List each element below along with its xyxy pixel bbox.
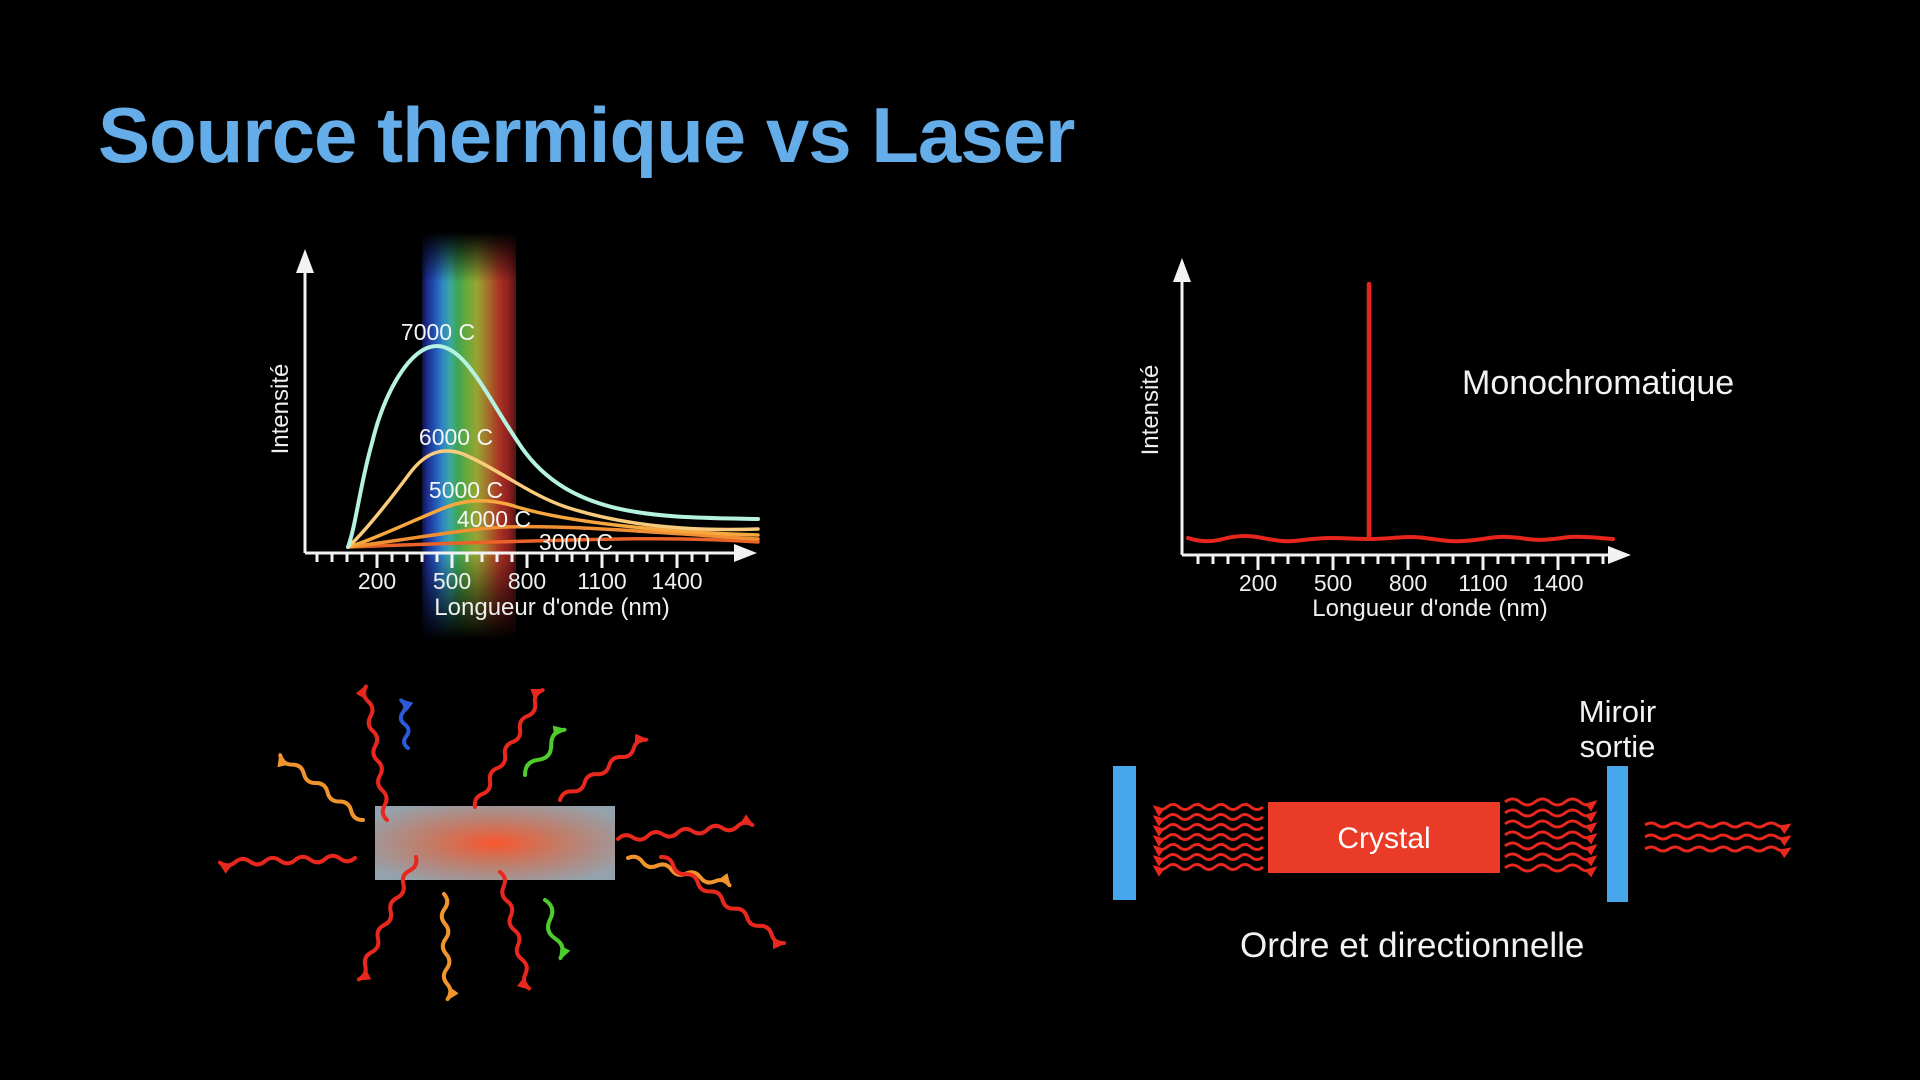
- thermal-axes: [296, 249, 757, 568]
- curve-label-5000: 5000 C: [429, 477, 503, 503]
- cavity-wave: [1152, 863, 1264, 877]
- thermal-wave-arrow-green-upright: [522, 725, 568, 777]
- thermal-wave-arrow-orange-upleft: [277, 752, 365, 823]
- cavity-waves-left: [1152, 803, 1264, 877]
- tick-800: 800: [508, 568, 546, 594]
- curve-label-6000: 6000 C: [419, 424, 493, 450]
- thermal-wave-arrow-red-left: [217, 853, 357, 874]
- tick-1100: 1100: [577, 568, 626, 594]
- laser-spectrum-trace: [1186, 281, 1615, 544]
- curve-label-4000: 4000 C: [457, 506, 531, 532]
- output-wave: [1644, 821, 1792, 835]
- thermal-emission-arrows: [217, 684, 787, 1002]
- thermal-wave-arrow-red-downright: [659, 854, 787, 950]
- cavity-wave: [1504, 797, 1598, 812]
- cavity-wave: [1504, 819, 1598, 834]
- cavity-wave: [1152, 813, 1264, 827]
- thermal-wave-arrow-red-down1: [498, 870, 532, 991]
- tick-200: 200: [358, 568, 396, 594]
- thermal-wave-arrow-blue: [398, 698, 414, 750]
- tick-1400: 1400: [1532, 570, 1583, 596]
- cavity-waves-right: [1504, 797, 1598, 878]
- slide-title: Source thermique vs Laser: [98, 91, 1075, 179]
- cavity-wave: [1504, 808, 1598, 823]
- rear-mirror: [1113, 766, 1136, 900]
- cavity-wave: [1504, 830, 1598, 845]
- tick-1400: 1400: [651, 568, 702, 594]
- x-axis-label: Longueur d'onde (nm): [434, 594, 669, 621]
- y-axis-arrow: [1173, 258, 1191, 282]
- thermal-spectrum-chart: 7000 C 6000 C 5000 C 4000 C 3000 C 200 5…: [267, 232, 760, 640]
- minor-ticks: [315, 553, 709, 562]
- tick-800: 800: [1389, 570, 1427, 596]
- cavity-wave: [1152, 833, 1264, 847]
- output-wave: [1644, 845, 1792, 859]
- output-wave: [1644, 833, 1792, 847]
- thermal-wave-arrow-red-upright2: [558, 733, 650, 802]
- thermal-wave-arrow-red-downleft: [356, 855, 419, 982]
- curve-5000c: [346, 499, 760, 549]
- x-axis-label: Longueur d'onde (nm): [1312, 595, 1547, 622]
- major-ticks: [375, 553, 679, 568]
- tick-500: 500: [1314, 570, 1352, 596]
- curve-label-7000: 7000 C: [401, 319, 475, 345]
- laser-cavity-diagram: Crystal: [1113, 766, 1792, 902]
- cavity-wave: [1152, 823, 1264, 837]
- y-axis-arrow: [296, 249, 314, 273]
- laser-spectrum-chart: 200 500 800 1100 1400 Longueur d'onde (n…: [1137, 258, 1631, 622]
- y-axis-label: Intensité: [1137, 365, 1164, 456]
- thermal-wave-arrow-green-down: [543, 898, 571, 961]
- y-axis-label: Intensité: [267, 364, 294, 455]
- crystal-block: [1268, 802, 1500, 873]
- output-mirror-label-line1: Miroir: [1578, 694, 1657, 729]
- thermal-wave-arrow-red-upright1: [472, 688, 546, 809]
- output-mirror: [1607, 766, 1628, 902]
- tick-500: 500: [433, 568, 471, 594]
- curve-7000c: [346, 343, 760, 549]
- output-mirror-label: Miroir sortie: [1560, 694, 1675, 764]
- laser-baseline: [1186, 533, 1615, 544]
- thermal-wave-arrow-red-up: [355, 684, 389, 822]
- thermal-wave-arrow-red-right: [616, 814, 755, 842]
- cavity-wave: [1504, 841, 1598, 856]
- thermal-source-diagram: [217, 684, 787, 1002]
- curve-3000c: [346, 536, 760, 549]
- output-beam-waves: [1644, 821, 1792, 859]
- curve-6000c: [346, 449, 760, 549]
- x-axis-arrow: [734, 544, 757, 562]
- curve-label-3000: 3000 C: [539, 529, 613, 555]
- blackbody-curves: [346, 343, 760, 549]
- monochromatic-annotation: Monochromatique: [1462, 364, 1735, 402]
- laser-caption: Ordre et directionnelle: [1240, 926, 1585, 965]
- cavity-wave: [1152, 803, 1264, 817]
- curve-4000c: [346, 524, 760, 549]
- cavity-wave: [1504, 863, 1598, 878]
- cavity-wave: [1504, 852, 1598, 867]
- major-ticks: [1256, 555, 1560, 570]
- laser-axes: [1173, 258, 1631, 570]
- output-mirror-label-line2: sortie: [1579, 729, 1656, 764]
- visible-spectrum-band: [422, 232, 516, 640]
- tick-1100: 1100: [1458, 570, 1507, 596]
- cavity-wave: [1152, 843, 1264, 857]
- crystal-label: Crystal: [1337, 822, 1430, 855]
- tick-200: 200: [1239, 570, 1277, 596]
- x-axis-arrow: [1608, 546, 1631, 564]
- cavity-wave: [1152, 853, 1264, 867]
- minor-ticks: [1196, 555, 1605, 564]
- thermal-wave-arrow-orange-down: [439, 892, 459, 1002]
